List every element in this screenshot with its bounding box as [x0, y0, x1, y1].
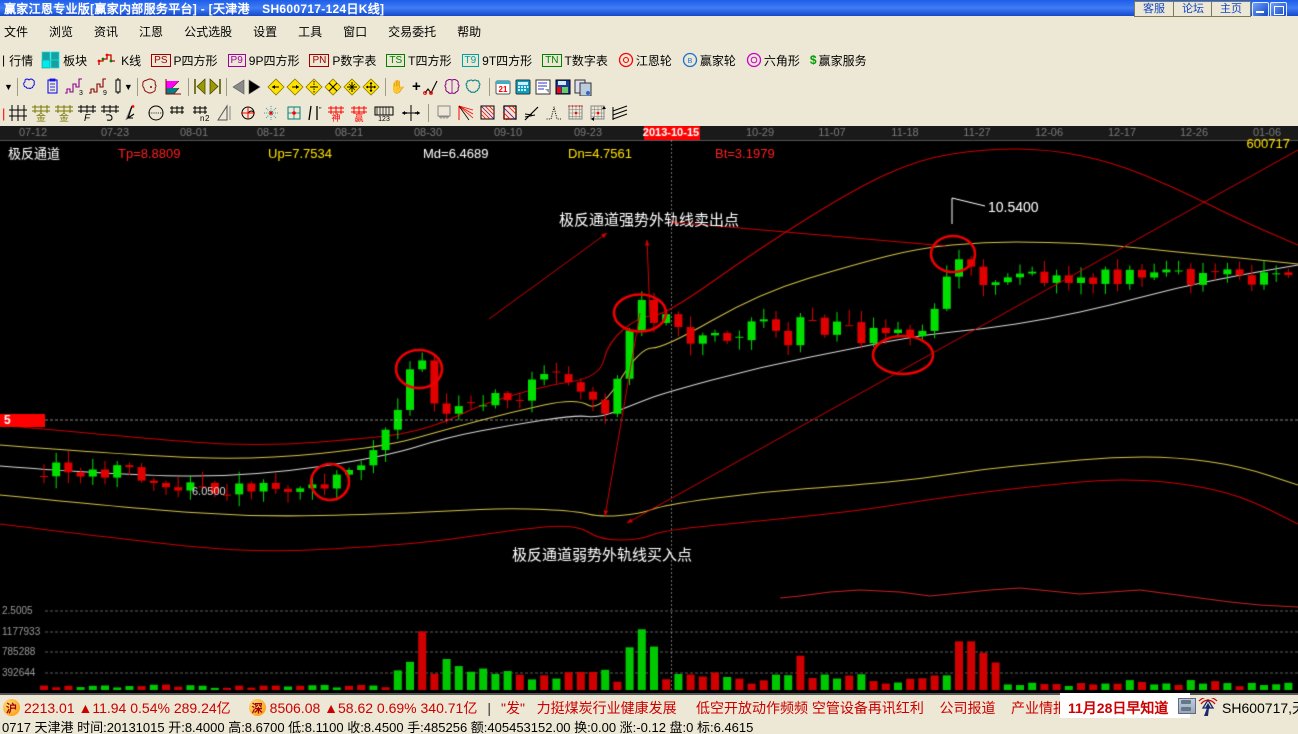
svg-text:123: 123	[379, 116, 391, 122]
svg-text:9: 9	[103, 90, 107, 96]
svg-text:金: 金	[59, 111, 69, 122]
svg-text:赢: 赢	[355, 112, 364, 122]
svg-text:3: 3	[79, 90, 83, 96]
svg-text:21: 21	[498, 85, 507, 94]
svg-text:": "	[319, 107, 322, 114]
svg-text:神: 神	[332, 112, 341, 122]
svg-text:金: 金	[36, 111, 46, 122]
svg-text:F: F	[84, 113, 91, 122]
svg-text:n: n	[200, 114, 204, 122]
svg-text:B: B	[688, 58, 693, 65]
svg-text:2: 2	[205, 114, 210, 122]
